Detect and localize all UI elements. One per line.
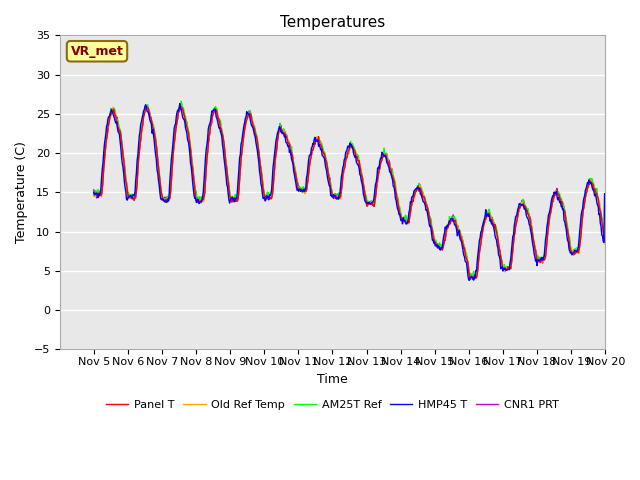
CNR1 PRT	[602, 238, 609, 244]
X-axis label: Time: Time	[317, 372, 348, 385]
CNR1 PRT	[467, 276, 474, 282]
Panel T	[99, 178, 107, 183]
CNR1 PRT	[412, 188, 420, 193]
HMP45 T	[602, 192, 609, 197]
AM25T Ref	[427, 216, 435, 221]
Line: HMP45 T: HMP45 T	[93, 104, 605, 280]
AM25T Ref	[232, 192, 239, 197]
HMP45 T	[232, 196, 239, 202]
Old Ref Temp	[412, 189, 420, 195]
Panel T	[143, 104, 150, 109]
CNR1 PRT	[427, 223, 435, 229]
AM25T Ref	[90, 193, 97, 199]
CNR1 PRT	[232, 197, 239, 203]
Text: VR_met: VR_met	[70, 45, 124, 58]
Old Ref Temp	[152, 140, 159, 145]
Old Ref Temp	[90, 193, 97, 199]
Line: Old Ref Temp: Old Ref Temp	[93, 107, 605, 279]
CNR1 PRT	[204, 139, 212, 145]
Panel T	[204, 141, 212, 147]
Old Ref Temp	[602, 241, 609, 247]
CNR1 PRT	[178, 104, 186, 109]
HMP45 T	[465, 277, 473, 283]
AM25T Ref	[177, 98, 185, 104]
HMP45 T	[412, 186, 420, 192]
AM25T Ref	[412, 186, 420, 192]
Panel T	[469, 276, 477, 282]
Old Ref Temp	[232, 197, 239, 203]
Panel T	[602, 239, 609, 244]
Panel T	[152, 144, 160, 149]
Panel T	[427, 223, 435, 229]
Old Ref Temp	[427, 223, 435, 229]
Panel T	[90, 189, 97, 195]
Title: Temperatures: Temperatures	[280, 15, 385, 30]
AM25T Ref	[152, 134, 159, 140]
Panel T	[412, 189, 420, 194]
Legend: Panel T, Old Ref Temp, AM25T Ref, HMP45 T, CNR1 PRT: Panel T, Old Ref Temp, AM25T Ref, HMP45 …	[102, 396, 563, 415]
Line: Panel T: Panel T	[93, 107, 605, 279]
Line: AM25T Ref: AM25T Ref	[93, 101, 605, 278]
Old Ref Temp	[99, 178, 107, 184]
HMP45 T	[176, 101, 184, 107]
Old Ref Temp	[204, 140, 212, 146]
HMP45 T	[99, 160, 107, 166]
AM25T Ref	[204, 139, 212, 144]
HMP45 T	[427, 226, 435, 232]
Line: CNR1 PRT: CNR1 PRT	[93, 107, 605, 279]
CNR1 PRT	[99, 175, 107, 180]
Old Ref Temp	[470, 276, 478, 282]
AM25T Ref	[99, 175, 107, 181]
HMP45 T	[152, 152, 159, 157]
AM25T Ref	[602, 240, 609, 245]
Y-axis label: Temperature (C): Temperature (C)	[15, 142, 28, 243]
Old Ref Temp	[177, 104, 184, 110]
HMP45 T	[90, 190, 97, 195]
HMP45 T	[204, 126, 212, 132]
CNR1 PRT	[90, 187, 97, 192]
CNR1 PRT	[152, 140, 159, 146]
Panel T	[232, 196, 239, 202]
AM25T Ref	[468, 275, 476, 281]
